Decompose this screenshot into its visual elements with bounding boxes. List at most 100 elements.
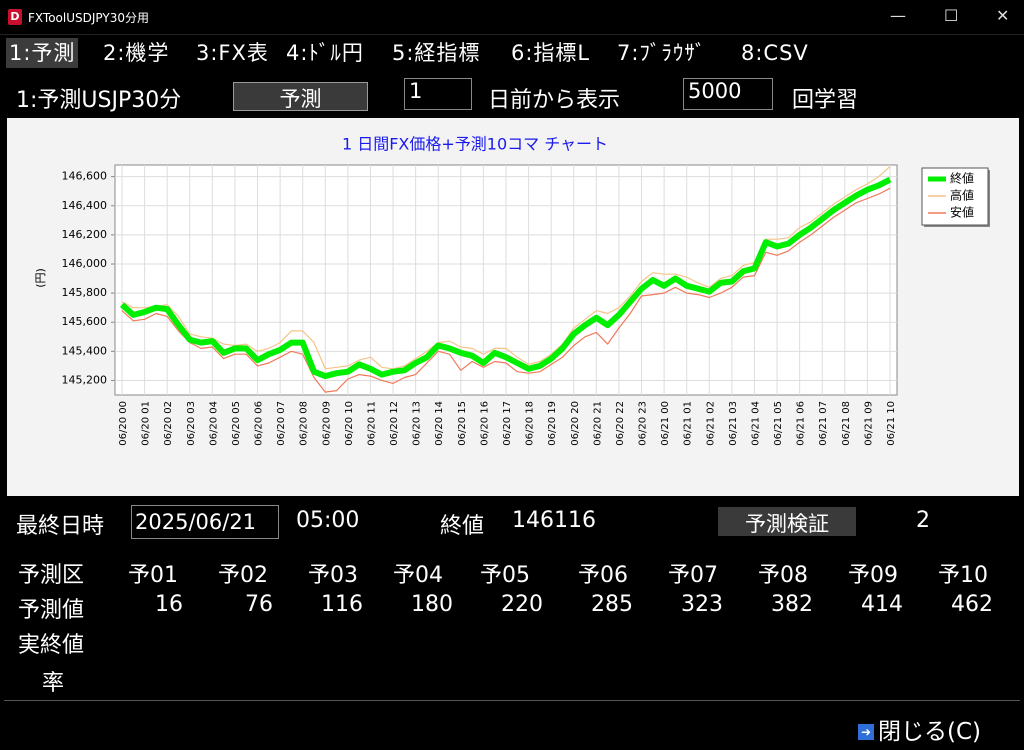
column-header: 予06 xyxy=(578,563,628,588)
x-tick-label: 06/20 20 xyxy=(570,401,581,446)
x-tick-label: 06/21 03 xyxy=(728,401,739,446)
row-header: 予測区 xyxy=(18,563,85,588)
column-header: 予02 xyxy=(218,563,268,588)
tab[interactable]: 3:FX表 xyxy=(196,41,269,65)
maximize-button[interactable]: ☐ xyxy=(944,6,959,25)
x-tick-label: 06/20 21 xyxy=(592,401,603,446)
x-tick-label: 06/21 06 xyxy=(796,401,807,446)
table-cell: 323 xyxy=(681,592,723,617)
title-bar xyxy=(0,0,1024,35)
chart-panel: 1 日間FX価格+予測10コマ チャート (円) 145,200 145,400 1… xyxy=(7,118,1019,496)
y-tick-label: 145,600 xyxy=(62,315,108,328)
x-tick-label: 06/20 11 xyxy=(366,401,377,446)
x-tick-label: 06/21 02 xyxy=(705,401,716,446)
close-icon: ➜ xyxy=(858,724,874,740)
x-tick-label: 06/20 22 xyxy=(615,401,626,446)
table-cell: 220 xyxy=(501,592,543,617)
tab[interactable]: 8:CSV xyxy=(741,41,809,65)
x-tick-label: 06/20 07 xyxy=(276,401,287,446)
x-tick-label: 06/20 16 xyxy=(479,401,490,446)
table-cell: 76 xyxy=(245,592,273,617)
column-header: 予09 xyxy=(848,563,898,588)
column-header: 予01 xyxy=(128,563,178,588)
x-tick-label: 06/20 17 xyxy=(502,401,513,446)
x-tick-label: 06/20 10 xyxy=(344,401,355,446)
legend-label: 安値 xyxy=(950,205,974,220)
tab[interactable]: 7:ﾌﾞﾗｳｻﾞ xyxy=(617,41,707,65)
chart: 1 日間FX価格+予測10コマ チャート (円) 145,200 145,400 1… xyxy=(34,135,990,446)
x-tick-label: 06/21 07 xyxy=(818,401,829,446)
row-header: 実終値 xyxy=(18,633,85,658)
x-tick-label: 06/20 18 xyxy=(525,401,536,446)
app-icon: D xyxy=(8,9,22,25)
x-tick-label: 06/21 10 xyxy=(886,401,897,446)
close-label: 終値 xyxy=(440,514,485,539)
time-value: 05:00 xyxy=(296,508,360,533)
close-button-label: 閉じる(C) xyxy=(878,719,982,745)
column-header: 予10 xyxy=(938,563,988,588)
column-header: 予08 xyxy=(758,563,808,588)
x-tick-label: 06/21 04 xyxy=(750,401,761,446)
series-line xyxy=(121,187,891,393)
x-tick-label: 06/21 01 xyxy=(683,401,694,446)
verify-value: 2 xyxy=(916,508,930,533)
tab[interactable]: 5:経指標 xyxy=(392,41,481,65)
y-tick-label: 145,800 xyxy=(62,286,108,299)
table-cell: 414 xyxy=(861,592,903,617)
divider xyxy=(4,700,1020,701)
y-tick-label: 146,600 xyxy=(62,170,108,183)
close-button[interactable]: ➜ 閉じる(C) xyxy=(858,712,981,746)
x-tick-label: 06/20 23 xyxy=(638,401,649,446)
x-tick-label: 06/20 15 xyxy=(457,401,468,446)
table-cell: 180 xyxy=(411,592,453,617)
x-tick-label: 06/20 13 xyxy=(412,401,423,446)
column-header: 予04 xyxy=(393,563,443,588)
last-time-label: 最終日時 xyxy=(16,514,105,539)
count-label: 回学習 xyxy=(792,88,859,113)
legend-label: 終値 xyxy=(950,171,974,186)
mode-label: 1:予測USJP30分 xyxy=(16,88,182,113)
window-title: FXToolUSDJPY30分用 xyxy=(28,11,149,25)
x-tick-label: 06/20 08 xyxy=(299,401,310,446)
verify-button[interactable]: 予測検証 xyxy=(718,507,856,536)
y-tick-label: 146,200 xyxy=(62,228,108,241)
close-value: 146116 xyxy=(512,508,596,533)
column-header: 予07 xyxy=(668,563,718,588)
count-input[interactable]: 5000 xyxy=(683,78,773,110)
table-cell: 462 xyxy=(951,592,993,617)
y-tick-label: 146,400 xyxy=(62,199,108,212)
tab[interactable]: 4:ﾄﾞﾙ円 xyxy=(286,41,364,65)
tab[interactable]: 6:指標L xyxy=(511,41,591,65)
y-tick-label: 145,400 xyxy=(62,344,108,357)
y-tick-label: 146,000 xyxy=(62,257,108,270)
x-tick-label: 06/20 00 xyxy=(118,401,129,446)
series-line xyxy=(119,176,892,380)
chart-title: 1 日間FX価格+予測10コマ チャート xyxy=(342,135,608,154)
x-tick-label: 06/20 04 xyxy=(208,401,219,446)
tab[interactable]: 2:機学 xyxy=(103,41,170,65)
table-cell: 16 xyxy=(155,592,183,617)
x-tick-label: 06/20 01 xyxy=(141,401,152,446)
x-tick-label: 06/20 06 xyxy=(254,401,265,446)
predict-button[interactable]: 予測 xyxy=(233,82,368,111)
x-tick-label: 06/20 09 xyxy=(321,401,332,446)
y-axis-label: (円) xyxy=(34,268,47,288)
minimize-button[interactable]: — xyxy=(890,6,906,25)
days-input[interactable]: 1 xyxy=(404,78,472,110)
x-tick-label: 06/20 19 xyxy=(547,401,558,446)
x-tick-label: 06/21 08 xyxy=(841,401,852,446)
table-cell: 116 xyxy=(321,592,363,617)
tab[interactable]: 1:予測 xyxy=(6,38,79,68)
x-tick-label: 06/21 00 xyxy=(660,401,671,446)
column-header: 予03 xyxy=(308,563,358,588)
legend-label: 高値 xyxy=(950,188,974,203)
date-field[interactable]: 2025/06/21 xyxy=(131,505,279,539)
x-tick-label: 06/20 05 xyxy=(231,401,242,446)
row-header: 予測値 xyxy=(18,598,85,623)
y-tick-label: 145,200 xyxy=(62,373,108,386)
row-header: 率 xyxy=(42,671,65,696)
close-window-button[interactable]: ✕ xyxy=(996,6,1010,25)
table-cell: 285 xyxy=(591,592,633,617)
table-cell: 382 xyxy=(771,592,813,617)
